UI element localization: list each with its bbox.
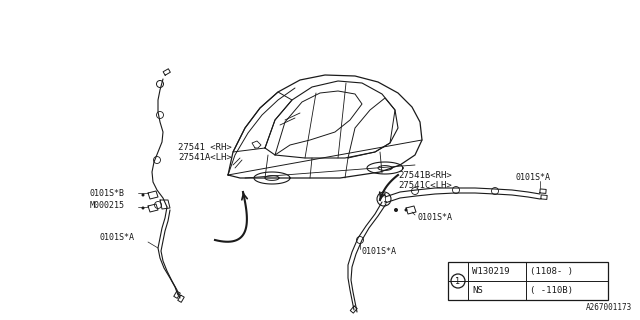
Text: A267001173: A267001173 bbox=[586, 303, 632, 312]
Bar bbox=[448, 262, 608, 300]
Text: NS: NS bbox=[472, 286, 483, 295]
Circle shape bbox=[394, 208, 398, 212]
Circle shape bbox=[404, 209, 408, 212]
Text: 27541B<RH>: 27541B<RH> bbox=[398, 171, 452, 180]
Text: 0101S*A: 0101S*A bbox=[100, 234, 135, 243]
Text: 1: 1 bbox=[381, 195, 387, 204]
Text: (1108- ): (1108- ) bbox=[530, 267, 573, 276]
Text: 0101S*A: 0101S*A bbox=[418, 213, 453, 222]
Text: W130219: W130219 bbox=[472, 267, 509, 276]
Circle shape bbox=[141, 206, 145, 210]
Text: 27541 <RH>: 27541 <RH> bbox=[178, 143, 232, 153]
Circle shape bbox=[141, 194, 145, 196]
Text: 0101S*A: 0101S*A bbox=[362, 247, 397, 257]
Text: 27541C<LH>: 27541C<LH> bbox=[398, 180, 452, 189]
Text: ( -110B): ( -110B) bbox=[530, 286, 573, 295]
Text: 0101S*A: 0101S*A bbox=[515, 173, 550, 182]
Text: 1: 1 bbox=[456, 276, 461, 285]
Text: M000215: M000215 bbox=[90, 202, 125, 211]
Text: 0101S*B: 0101S*B bbox=[90, 188, 125, 197]
Text: 27541A<LH>: 27541A<LH> bbox=[178, 154, 232, 163]
